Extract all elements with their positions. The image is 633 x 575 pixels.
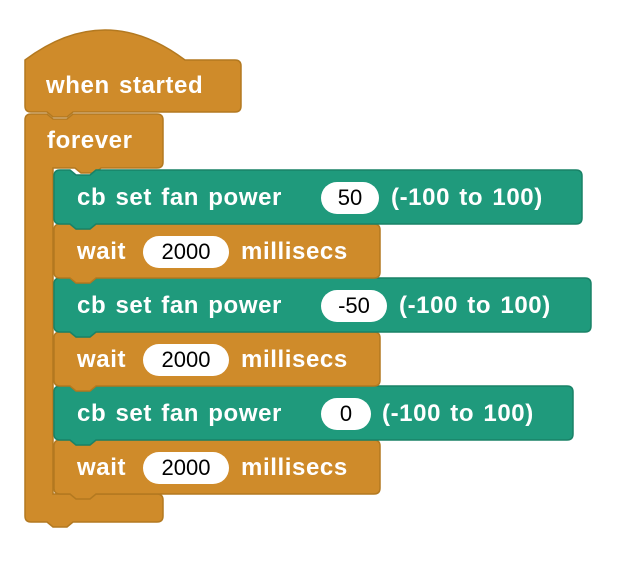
fan-power-text: cb set fan power <box>77 292 282 319</box>
wait-input[interactable]: 2000 <box>143 344 229 376</box>
fan-power-block-shape-5[interactable] <box>53 385 574 446</box>
fan-power-input[interactable]: -50 <box>321 290 387 322</box>
wait-text: wait <box>77 454 127 481</box>
wait-unit-text: millisecs <box>241 238 348 265</box>
wait-input[interactable]: 2000 <box>143 236 229 268</box>
fan-power-range-text: (-100 to 100) <box>399 292 551 319</box>
fan-power-range-text: (-100 to 100) <box>382 400 534 427</box>
fan-power-input[interactable]: 0 <box>321 398 371 430</box>
fan-power-text: cb set fan power <box>77 400 282 427</box>
fan-power-block-shape-1[interactable] <box>53 169 583 230</box>
forever-block-shape[interactable] <box>24 113 164 528</box>
fan-power-range-text: (-100 to 100) <box>391 184 543 211</box>
fan-power-input[interactable]: 50 <box>321 182 379 214</box>
wait-unit-text: millisecs <box>241 454 348 481</box>
fan-power-text: cb set fan power <box>77 184 282 211</box>
wait-text: wait <box>77 346 127 373</box>
wait-input[interactable]: 2000 <box>143 452 229 484</box>
when-started-label: when started <box>46 72 204 99</box>
wait-text: wait <box>77 238 127 265</box>
wait-unit-text: millisecs <box>241 346 348 373</box>
hat-block-shape[interactable] <box>24 29 242 118</box>
forever-label: forever <box>47 127 133 154</box>
